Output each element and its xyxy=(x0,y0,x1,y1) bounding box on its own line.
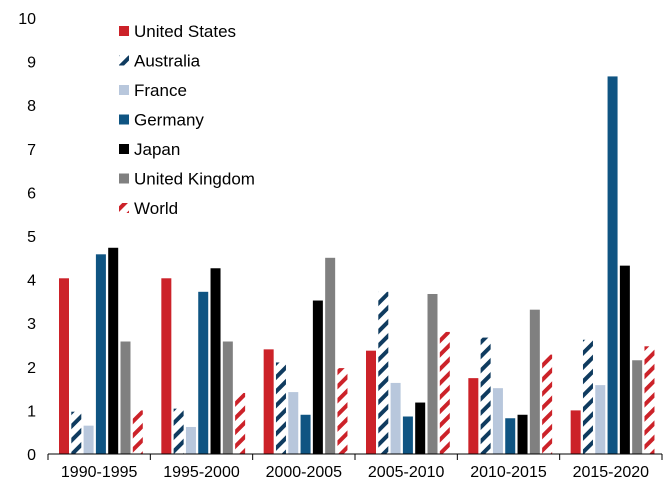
bar-germany-1995-2000 xyxy=(198,291,209,454)
legend-label-world: World xyxy=(134,199,178,218)
bar-australia-1990-1995 xyxy=(71,411,82,454)
bar-france-2015-2020 xyxy=(595,385,606,454)
bar-world-1995-2000 xyxy=(235,392,246,454)
legend-swatch-germany xyxy=(119,114,129,125)
y-tick-label-0: 0 xyxy=(27,447,36,464)
bar-australia-2010-2015 xyxy=(480,337,491,454)
bar-australia-2015-2020 xyxy=(582,339,593,454)
bar-australia-2000-2005 xyxy=(275,362,286,454)
legend-label-united-kingdom: United Kingdom xyxy=(134,170,255,189)
y-tick-label-7: 7 xyxy=(27,142,36,159)
y-tick-label-5: 5 xyxy=(27,229,36,246)
y-tick-label-1: 1 xyxy=(27,403,36,420)
bar-japan-2000-2005 xyxy=(312,300,323,454)
bar-world-1990-1995 xyxy=(132,410,143,454)
bar-united-states-1990-1995 xyxy=(59,278,69,454)
x-axis-tick-labels: 1990-1995 1995-2000 2000-2005 2005-2010 2010… xyxy=(61,464,649,481)
bar-united-states-1995-2000 xyxy=(161,278,172,454)
bar-united-states-2000-2005 xyxy=(263,349,274,454)
bar-united-kingdom-2015-2020 xyxy=(632,360,643,454)
bar-france-2005-2010 xyxy=(390,382,401,454)
legend-label-australia: Australia xyxy=(134,52,201,71)
bar-united-kingdom-1995-2000 xyxy=(222,341,233,454)
bar-world-2010-2015 xyxy=(542,354,553,454)
y-tick-label-6: 6 xyxy=(27,185,36,202)
bar-united-states-2005-2010 xyxy=(366,350,376,454)
bar-germany-2010-2015 xyxy=(505,418,516,454)
bars xyxy=(59,76,655,454)
bar-germany-2005-2010 xyxy=(402,416,413,454)
x-tick-label-1995-2000: 1995-2000 xyxy=(163,464,240,481)
bar-world-2000-2005 xyxy=(337,368,348,454)
y-tick-label-3: 3 xyxy=(27,316,36,333)
bar-united-kingdom-2010-2015 xyxy=(529,309,540,454)
legend-swatch-united-kingdom xyxy=(119,173,129,184)
x-tick-label-1990-1995: 1990-1995 xyxy=(61,464,138,481)
bar-france-1990-1995 xyxy=(83,425,94,454)
bar-france-2000-2005 xyxy=(288,392,299,454)
bar-japan-1990-1995 xyxy=(108,247,119,454)
legend-label-france: France xyxy=(134,81,187,100)
y-tick-label-9: 9 xyxy=(27,55,36,72)
legend-swatch-japan xyxy=(119,144,129,154)
bar-australia-2005-2010 xyxy=(378,291,389,454)
legend-swatch-australia xyxy=(119,55,129,66)
y-axis-ticks: 0 1 2 3 4 5 6 7 8 9 10 xyxy=(18,11,36,464)
legend-swatch-france xyxy=(119,85,129,95)
y-tick-label-8: 8 xyxy=(27,98,36,115)
bar-japan-2015-2020 xyxy=(619,265,630,454)
bar-united-states-2010-2015 xyxy=(468,378,479,454)
bar-germany-2015-2020 xyxy=(607,76,618,454)
x-tick-label-2005-2010: 2005-2010 xyxy=(368,464,445,481)
y-tick-label-10: 10 xyxy=(18,11,36,28)
bar-united-kingdom-2000-2005 xyxy=(325,257,336,454)
legend: United States Australia France Germany Japan… xyxy=(119,22,255,218)
bar-germany-1990-1995 xyxy=(95,254,106,454)
bar-united-states-2015-2020 xyxy=(570,410,581,454)
bar-japan-2010-2015 xyxy=(517,414,528,454)
x-tick-label-2010-2015: 2010-2015 xyxy=(470,464,547,481)
bar-france-2010-2015 xyxy=(492,388,503,454)
x-axis xyxy=(47,453,663,460)
legend-swatch-world xyxy=(119,203,129,213)
bar-germany-2000-2005 xyxy=(300,414,311,454)
legend-swatch-united-states xyxy=(119,26,129,36)
bar-world-2005-2010 xyxy=(439,331,450,454)
y-tick-label-2: 2 xyxy=(27,360,36,377)
x-tick-label-2000-2005: 2000-2005 xyxy=(266,464,343,481)
bar-japan-2005-2010 xyxy=(415,402,426,454)
y-tick-label-4: 4 xyxy=(27,273,36,290)
legend-label-germany: Germany xyxy=(134,111,204,130)
legend-label-united-states: United States xyxy=(134,22,236,41)
legend-label-japan: Japan xyxy=(134,140,180,159)
bar-united-kingdom-2005-2010 xyxy=(427,293,438,454)
bar-japan-1995-2000 xyxy=(210,268,221,454)
bar-united-kingdom-1990-1995 xyxy=(120,341,131,454)
bar-australia-1995-2000 xyxy=(173,408,184,454)
x-tick-label-2015-2020: 2015-2020 xyxy=(573,464,650,481)
bar-world-2015-2020 xyxy=(644,346,655,454)
bar-france-1995-2000 xyxy=(185,426,196,454)
